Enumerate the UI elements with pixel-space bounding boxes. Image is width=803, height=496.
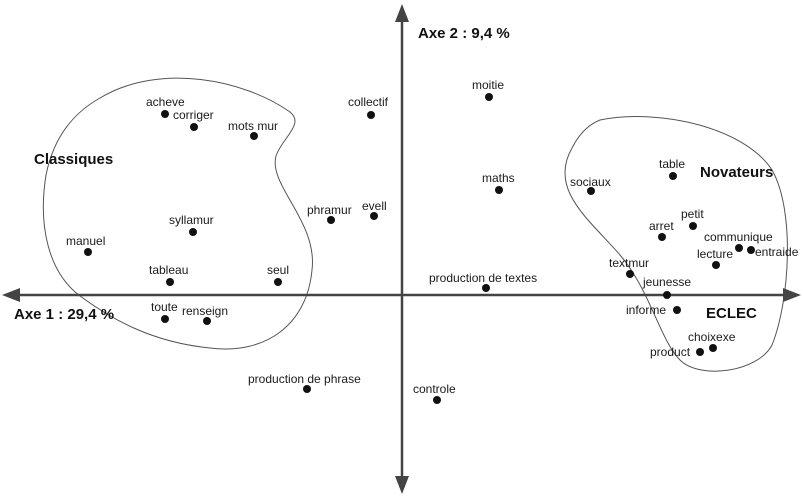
point-petit: petit	[681, 207, 704, 230]
point-production-de-phrase: production de phrase	[248, 372, 361, 393]
point-communique: communique	[704, 230, 773, 252]
point-marker-petit	[689, 222, 697, 230]
point-acheve: acheve	[146, 95, 185, 118]
point-phramur: phramur	[307, 203, 352, 224]
point-renseign: renseign	[182, 304, 228, 325]
point-label-seul: seul	[267, 263, 289, 277]
point-marker-collectif	[367, 111, 375, 119]
axis-1-label: Axe 1 : 29,4 %	[14, 306, 114, 323]
classiques-group-outline	[42, 77, 313, 350]
axis-2-label: Axe 2 : 9,4 %	[418, 25, 510, 42]
point-marker-sociaux	[587, 187, 595, 195]
point-seul: seul	[267, 263, 289, 286]
point-choixexe: choixexe	[688, 330, 736, 352]
point-marker-textmur	[626, 270, 634, 278]
point-marker-entraide	[747, 246, 755, 254]
point-label-jeunesse: jeunesse	[642, 275, 691, 289]
point-toute: toute	[151, 300, 178, 323]
point-marker-controle	[433, 396, 441, 404]
point-label-mots-mur: mots mur	[228, 119, 278, 133]
point-product: product	[650, 345, 704, 359]
eclec-label: ECLEC	[706, 305, 757, 322]
point-label-arret: arret	[649, 219, 674, 233]
point-evell: evell	[362, 199, 387, 220]
point-label-renseign: renseign	[182, 304, 228, 318]
point-lecture: lecture	[697, 247, 733, 269]
point-label-table: table	[659, 157, 685, 171]
point-label-evell: evell	[362, 199, 387, 213]
point-label-phramur: phramur	[307, 203, 352, 217]
point-marker-product	[696, 348, 704, 356]
novateurs-label: Novateurs	[700, 164, 773, 181]
point-jeunesse: jeunesse	[642, 275, 691, 299]
point-marker-jeunesse	[663, 291, 671, 299]
point-label-syllamur: syllamur	[169, 213, 214, 227]
point-mots-mur: mots mur	[228, 119, 278, 140]
point-marker-informe	[673, 306, 681, 314]
point-collectif: collectif	[348, 95, 389, 119]
point-label-maths: maths	[482, 171, 515, 185]
point-manuel: manuel	[66, 234, 105, 256]
point-marker-syllamur	[189, 228, 197, 236]
point-marker-manuel	[84, 248, 92, 256]
point-marker-tableau	[166, 278, 174, 286]
point-label-communique: communique	[704, 230, 773, 244]
point-marker-renseign	[203, 317, 211, 325]
point-table: table	[659, 157, 685, 180]
point-label-moitie: moitie	[472, 78, 504, 92]
point-arret: arret	[649, 219, 674, 241]
point-corriger: corriger	[173, 108, 214, 131]
point-label-corriger: corriger	[173, 108, 214, 122]
point-label-petit: petit	[681, 207, 704, 221]
point-marker-corriger	[190, 123, 198, 131]
point-label-entraide: entraide	[755, 245, 799, 259]
novateurs-group-outline	[564, 116, 788, 372]
point-marker-phramur	[327, 216, 335, 224]
point-label-manuel: manuel	[66, 234, 105, 248]
point-marker-table	[669, 172, 677, 180]
point-marker-toute	[161, 315, 169, 323]
point-marker-maths	[495, 186, 503, 194]
point-moitie: moitie	[472, 78, 504, 101]
point-entraide: entraide	[747, 245, 799, 259]
point-label-tableau: tableau	[149, 263, 188, 277]
point-marker-arret	[658, 233, 666, 241]
point-label-controle: controle	[413, 382, 456, 396]
point-informe: informe	[626, 303, 681, 317]
point-marker-acheve	[161, 110, 169, 118]
point-label-textmur: textmur	[609, 256, 649, 270]
point-marker-lecture	[712, 261, 720, 269]
point-label-lecture: lecture	[697, 247, 733, 261]
point-marker-communique	[735, 244, 743, 252]
point-textmur: textmur	[609, 256, 649, 278]
point-label-toute: toute	[151, 300, 178, 314]
point-label-choixexe: choixexe	[688, 330, 736, 344]
point-sociaux: sociaux	[570, 175, 611, 195]
classiques-label: Classiques	[34, 151, 113, 168]
point-marker-production-de-phrase	[303, 385, 311, 393]
point-marker-mots-mur	[250, 132, 258, 140]
point-marker-moitie	[485, 93, 493, 101]
point-label-sociaux: sociaux	[570, 175, 611, 189]
point-label-collectif: collectif	[348, 95, 389, 109]
point-label-acheve: acheve	[146, 95, 185, 109]
point-marker-evell	[370, 212, 378, 220]
axis-2	[395, 4, 409, 494]
point-tableau: tableau	[149, 263, 188, 286]
point-marker-production-de-textes	[482, 284, 490, 292]
point-marker-choixexe	[709, 344, 717, 352]
point-label-informe: informe	[626, 303, 666, 317]
point-production-de-textes: production de textes	[429, 271, 537, 292]
point-label-production-de-textes: production de textes	[429, 271, 537, 285]
point-marker-seul	[274, 278, 282, 286]
point-label-product: product	[650, 345, 691, 359]
point-controle: controle	[413, 382, 456, 404]
point-syllamur: syllamur	[169, 213, 214, 236]
point-label-production-de-phrase: production de phrase	[248, 372, 361, 386]
point-maths: maths	[482, 171, 515, 194]
